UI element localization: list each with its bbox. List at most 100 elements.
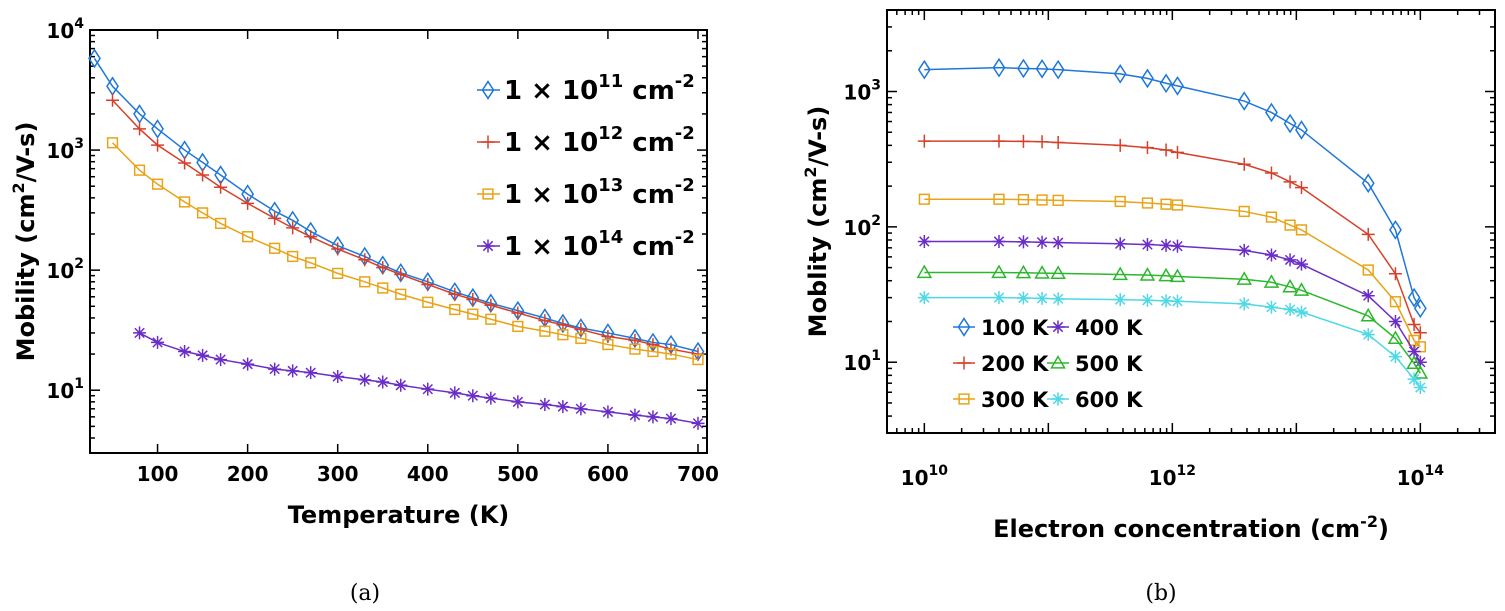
data-point-b [991, 264, 1007, 279]
data-point-b [916, 264, 933, 279]
data-point-b [1170, 294, 1184, 308]
data-point-a [331, 370, 345, 384]
legend-label-a: 1 × 1012 cm-2 [504, 123, 695, 158]
data-point-b [1265, 102, 1278, 123]
data-point-b [1388, 314, 1402, 328]
data-point-a [359, 276, 371, 288]
data-point-b [1263, 274, 1280, 288]
series-line-b [924, 271, 1421, 374]
legend-marker-a [481, 135, 495, 149]
data-point-b [1407, 345, 1421, 359]
data-point-a [304, 230, 318, 244]
data-point-a [556, 400, 570, 414]
data-point-b [1113, 64, 1127, 84]
data-point-b [1016, 291, 1030, 305]
data-point-a [133, 164, 146, 176]
data-point-b [1389, 220, 1402, 240]
data-point-b [1159, 143, 1173, 157]
data-point-b [1293, 282, 1310, 296]
data-point-a [556, 313, 570, 334]
data-point-a [133, 104, 146, 124]
legend-label-b: 100 K [981, 316, 1049, 340]
data-point-a [664, 412, 678, 426]
y-tick-label-a: 103 [46, 136, 84, 163]
data-point-b [1294, 257, 1308, 271]
data-point-a [178, 196, 191, 208]
legend-marker-b [958, 393, 970, 405]
legend-b: 100 K 400 K 200 K 500 K 300 K 600 K [953, 316, 1143, 412]
data-point-a [196, 348, 210, 362]
data-point-b [918, 193, 930, 205]
data-point-b [1035, 59, 1049, 79]
data-point-b [1140, 293, 1154, 307]
data-point-a [421, 277, 435, 291]
data-point-a [88, 48, 101, 69]
data-point-b [1140, 141, 1154, 155]
data-point-a [646, 410, 660, 424]
data-point-b [1406, 355, 1422, 370]
data-point-b [992, 134, 1006, 148]
legend-label-b: 200 K [981, 352, 1049, 376]
data-point-a [574, 318, 588, 338]
x-axis-title-b: Electron concentration (cm-2) [993, 512, 1389, 543]
data-point-b [1034, 265, 1050, 279]
data-point-b [1170, 239, 1184, 253]
legend-marker-b [1051, 392, 1065, 406]
data-point-b [1295, 120, 1308, 140]
x-tick-label-a: 100 [137, 462, 179, 486]
data-point-b [917, 291, 931, 305]
data-point-b [1361, 173, 1375, 194]
legend-marker-a [481, 239, 495, 253]
data-point-b [1113, 237, 1127, 251]
data-point-b [1264, 166, 1278, 180]
data-point-b [1361, 328, 1375, 342]
data-point-b [992, 57, 1006, 78]
data-point-a [358, 373, 372, 387]
data-point-a [376, 375, 390, 389]
data-point-b [1159, 73, 1173, 94]
data-point-b [1158, 267, 1174, 282]
data-point-a [629, 343, 641, 355]
y-axis-title-b: Moblity (cm2/V-s) [801, 106, 832, 338]
data-point-a [331, 242, 345, 256]
data-point-a [304, 366, 318, 380]
data-point-b [1114, 195, 1126, 208]
data-point-b [1141, 197, 1154, 209]
x-tick-label-a: 600 [587, 462, 629, 486]
data-point-a [448, 386, 462, 400]
data-point-a [332, 267, 344, 279]
data-point-b [1035, 135, 1049, 149]
data-point-a [106, 137, 119, 149]
data-point-b [1388, 350, 1402, 364]
data-point-b [1295, 224, 1308, 236]
legend-a: 1 × 1011 cm-2 1 × 1012 cm-2 1 × 1013 cm-2 1… [477, 71, 695, 262]
data-point-a [692, 353, 704, 366]
data-point-a [214, 217, 227, 230]
data-point-a [151, 119, 164, 139]
legend-label-b: 500 K [1075, 352, 1143, 376]
data-point-a [512, 320, 524, 333]
data-point-b [1237, 157, 1251, 171]
data-point-a [449, 303, 461, 316]
data-point-a [466, 287, 480, 308]
y-tick-label-a: 101 [46, 376, 84, 403]
chart-a: 100 200 300 400 500 600 700 101 102 103 104 Tempera… [9, 16, 719, 606]
data-point-a [196, 207, 209, 219]
data-point-b [917, 134, 931, 148]
data-point-a [538, 398, 552, 412]
data-point-b [1294, 181, 1308, 195]
data-point-b [1015, 264, 1032, 279]
data-point-b [1051, 292, 1065, 306]
plot-frame-a [89, 29, 708, 454]
data-point-b [993, 193, 1005, 205]
data-point-a [151, 138, 165, 152]
data-point-b [1237, 297, 1251, 311]
data-point-b [1413, 381, 1427, 395]
legend-label-b: 600 K [1075, 388, 1143, 412]
data-point-b [1413, 298, 1427, 319]
data-point-b [1407, 372, 1421, 386]
data-point-b [1051, 59, 1065, 80]
data-point-a [628, 408, 642, 422]
data-point-b [1361, 227, 1375, 241]
data-point-a [106, 93, 120, 107]
